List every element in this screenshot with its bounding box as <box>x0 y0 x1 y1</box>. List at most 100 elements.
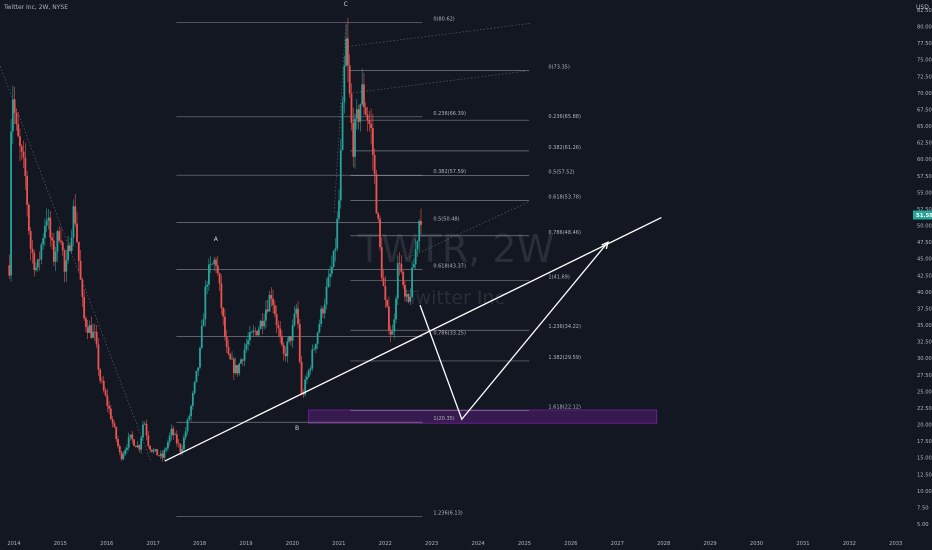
price-tick-label: 22.50 <box>917 406 932 412</box>
candle <box>68 242 71 252</box>
candle <box>329 265 331 287</box>
candle-body <box>411 267 413 297</box>
candle-body <box>165 448 168 451</box>
candle <box>229 352 232 361</box>
candle-body <box>202 319 205 327</box>
candle <box>193 381 196 396</box>
candle-body <box>366 114 369 121</box>
candle <box>412 258 415 268</box>
candle <box>418 219 421 252</box>
candle <box>183 433 185 452</box>
candle-body <box>218 273 221 284</box>
candle <box>409 288 412 306</box>
candle <box>250 330 253 333</box>
candle-body <box>72 206 75 238</box>
candle <box>19 128 21 162</box>
year-tick-label: 2020 <box>286 541 299 547</box>
candle-body <box>332 250 335 267</box>
candle-body <box>396 263 399 299</box>
candle <box>309 365 312 376</box>
candle <box>291 319 294 349</box>
candle <box>156 449 159 456</box>
candle-body <box>327 276 330 287</box>
candle-body <box>386 299 389 307</box>
candle <box>211 262 214 265</box>
year-tick-label: 2017 <box>147 541 160 547</box>
candle <box>252 324 255 337</box>
candle-body <box>318 323 321 333</box>
price-tick-label: 7.50 <box>917 505 929 511</box>
candle <box>216 256 219 276</box>
year-tick-label: 2030 <box>750 541 763 547</box>
candle-body <box>297 308 299 324</box>
candle <box>238 362 241 376</box>
fib-level-label: 0(80.62) <box>433 16 454 22</box>
candle-body <box>380 247 383 278</box>
candle-body <box>45 220 48 226</box>
candle <box>222 306 225 326</box>
candle-body <box>375 174 378 214</box>
candle-body <box>120 452 123 460</box>
watermark-symbol: TWTR, 2W <box>357 227 554 271</box>
candle-body <box>117 439 119 447</box>
candle-body <box>295 308 298 314</box>
dotted-guide-line <box>352 70 527 94</box>
candle-body <box>412 264 415 268</box>
price-tick-label: 60.00 <box>917 157 932 163</box>
candle-body <box>40 244 43 260</box>
candle <box>61 240 64 256</box>
candle <box>47 209 50 230</box>
price-tick-label: 40.00 <box>917 290 932 296</box>
candle <box>122 451 125 461</box>
candle-body <box>355 109 358 119</box>
candle <box>405 289 408 303</box>
candle <box>277 320 280 337</box>
candle <box>300 355 303 396</box>
candle-body <box>191 393 194 406</box>
price-tick-label: 47.50 <box>917 240 932 246</box>
fib-level-label: 0.618(53.78) <box>548 194 581 200</box>
candle-body <box>282 344 285 354</box>
year-tick-label: 2032 <box>843 541 856 547</box>
candle-body <box>195 370 198 382</box>
candle-body <box>142 424 144 438</box>
candle <box>297 301 299 329</box>
candle <box>140 435 143 454</box>
candle-body <box>92 331 94 338</box>
candle-body <box>341 102 344 151</box>
year-tick-label: 2019 <box>239 541 252 547</box>
currency-label: USD <box>916 4 929 11</box>
candle <box>13 86 16 125</box>
candle-body <box>416 241 419 250</box>
price-tick-label: 50.00 <box>917 224 932 230</box>
candle-body <box>158 455 160 456</box>
candle <box>159 450 162 459</box>
candle-body <box>405 294 408 297</box>
candle <box>215 257 217 273</box>
candle-body <box>11 99 14 132</box>
candle-body <box>44 225 46 239</box>
candle-body <box>229 354 232 360</box>
candle <box>31 239 34 264</box>
year-tick-label: 2022 <box>379 541 392 547</box>
dotted-guide-line <box>348 22 532 47</box>
candle <box>142 421 144 442</box>
candle <box>400 255 403 274</box>
candle-body <box>407 294 410 302</box>
candle-body <box>199 347 201 368</box>
candle-body <box>329 273 331 277</box>
price-tick-label: 52.50 <box>917 207 932 213</box>
fib-level-label: 0.5(50.48) <box>433 216 459 222</box>
candle-body <box>288 336 290 342</box>
candle <box>168 432 171 446</box>
candle-body <box>215 259 217 266</box>
year-tick-label: 2027 <box>611 541 624 547</box>
fib-level-label: 0.236(65.88) <box>548 114 581 120</box>
candle <box>370 108 372 145</box>
candle <box>286 337 289 363</box>
candle-body <box>354 118 356 157</box>
candle <box>224 308 226 341</box>
candle <box>79 249 82 280</box>
price-tick-label: 10.00 <box>917 489 932 495</box>
